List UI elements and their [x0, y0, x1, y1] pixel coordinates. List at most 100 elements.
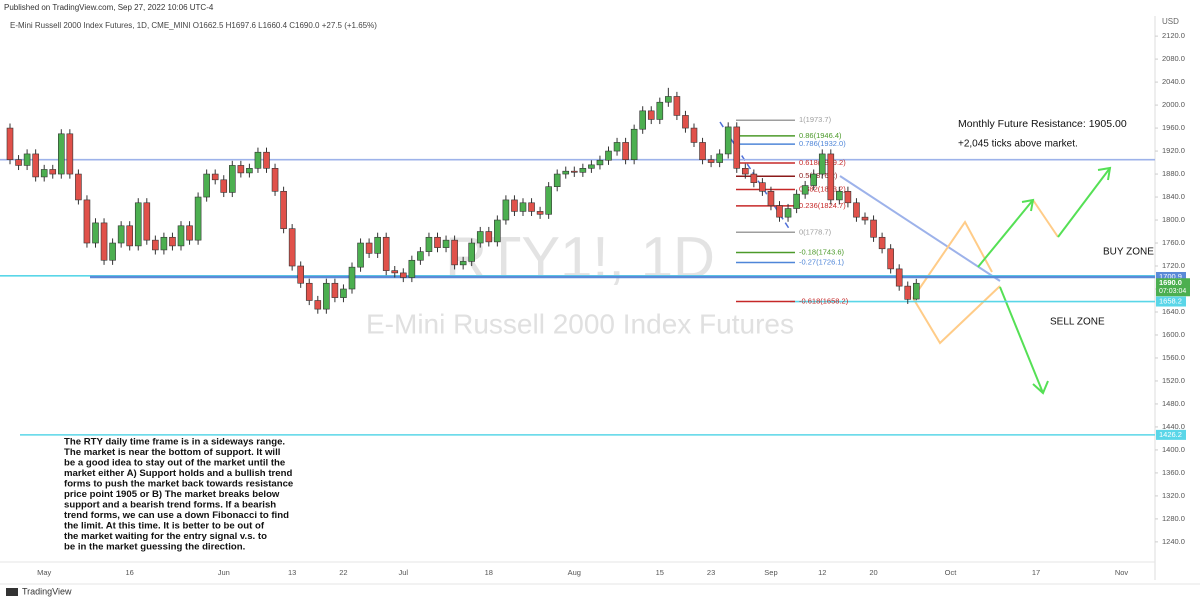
arrow-head	[1021, 198, 1035, 212]
candle-body	[408, 259, 416, 278]
candle-body	[186, 225, 193, 241]
candle-body	[588, 164, 595, 169]
candle-body	[741, 168, 749, 175]
candle-body	[707, 159, 715, 163]
candle-body	[776, 205, 783, 218]
candle-body	[254, 151, 262, 169]
level-tag	[1156, 429, 1186, 440]
y-tick-label: 1880.0	[1162, 169, 1185, 178]
arrow-head	[1032, 380, 1049, 395]
candle-body	[887, 248, 894, 270]
candle-body	[49, 169, 57, 175]
candle-body	[511, 199, 518, 212]
note-line: trend forms, we can use a down Fibonacci…	[64, 510, 289, 521]
candle-body	[801, 185, 809, 195]
candle-body	[767, 190, 775, 206]
candle-body	[605, 150, 612, 161]
fib-label: 1(1973.7)	[799, 115, 832, 124]
y-tick-label: 1720.0	[1162, 261, 1185, 270]
fib-label: -0.618(1658.2)	[799, 297, 849, 306]
candle-body	[784, 208, 792, 218]
y-tick-label: 1440.0	[1162, 422, 1185, 431]
fib-label: 0.786(1932.0)	[799, 139, 846, 148]
candle-body	[853, 202, 860, 218]
candle-body	[665, 96, 672, 103]
note-line: the market waiting for the entry signal …	[64, 531, 267, 542]
projection-green	[1057, 167, 1111, 238]
tv-logo-icon	[6, 588, 18, 596]
candle-body	[229, 165, 236, 193]
candle-body	[340, 288, 347, 298]
annotation: SELL ZONE	[1050, 317, 1105, 328]
candle-body	[323, 282, 330, 310]
note-line: support and a bearish trend forms. If a …	[64, 500, 276, 511]
candle-body	[160, 236, 168, 251]
candle-body	[810, 173, 818, 186]
candle-body	[912, 282, 920, 300]
candle-body	[100, 222, 108, 261]
candle-body	[134, 202, 142, 247]
candle-body	[536, 211, 544, 215]
level-tag	[1156, 271, 1186, 282]
candle-body	[15, 159, 22, 166]
candle-body	[348, 266, 356, 290]
candle-body	[656, 101, 664, 120]
level-tag-label: 1426.2	[1159, 430, 1182, 439]
x-tick-label: Jun	[218, 568, 230, 577]
note-line: be a good idea to stay out of the market…	[64, 458, 285, 469]
x-tick-label: May	[37, 568, 51, 577]
candle-body	[818, 153, 826, 175]
candle-body	[494, 219, 501, 243]
y-tick-label: 1240.0	[1162, 537, 1185, 546]
candle-body	[357, 242, 364, 268]
candle-body	[733, 126, 741, 169]
candle-body	[502, 199, 510, 221]
candle-body	[759, 182, 766, 192]
fib-label: 0.382(1853.2)	[799, 184, 846, 193]
candle-body	[305, 282, 313, 301]
candle-body	[476, 231, 484, 244]
x-tick-label: 22	[339, 568, 347, 577]
x-tick-label: Nov	[1115, 568, 1129, 577]
level-tag-label: 1700.9	[1159, 272, 1182, 281]
candle-body	[288, 228, 296, 267]
candle-body	[682, 115, 689, 129]
candle-body	[844, 190, 852, 204]
countdown: 07:03:04	[1159, 288, 1186, 295]
y-tick-label: 1760.0	[1162, 238, 1185, 247]
candle-body	[109, 242, 116, 261]
symbol-legend: E-Mini Russell 2000 Index Futures, 1D, C…	[10, 21, 377, 30]
y-tick-label: 2080.0	[1162, 54, 1185, 63]
candle-body	[827, 153, 835, 201]
candle-body	[83, 199, 91, 244]
published-line: Published on TradingView.com, Sep 27, 20…	[4, 3, 214, 12]
candle-body	[365, 242, 373, 254]
note-line: be in the market guessing the direction.	[64, 542, 245, 553]
candle-body	[699, 142, 706, 160]
annotation: BUY ZONE	[1103, 247, 1154, 258]
projection-orange	[912, 220, 993, 299]
y-tick-label: 1840.0	[1162, 192, 1185, 201]
candle-body	[92, 222, 99, 244]
candle-body	[904, 285, 912, 300]
candle-body	[639, 110, 647, 130]
note-line: market either A) Support holds and a bul…	[64, 468, 292, 479]
y-tick-label: 1360.0	[1162, 468, 1185, 477]
candle-body	[690, 127, 698, 143]
candle-body	[545, 186, 552, 215]
candles	[6, 87, 920, 314]
candle-body	[177, 225, 185, 247]
candle-body	[724, 126, 732, 155]
last-price-tag	[1156, 278, 1190, 297]
x-tick-label: Jul	[399, 568, 409, 577]
x-tick-label: 15	[656, 568, 664, 577]
candle-body	[647, 110, 655, 120]
annotation: Monthly Future Resistance: 1905.00	[958, 118, 1127, 130]
y-tick-label: 1920.0	[1162, 146, 1185, 155]
x-tick-label: 18	[485, 568, 493, 577]
candle-body	[331, 282, 339, 298]
x-tick-label: Oct	[945, 568, 958, 577]
candle-body	[271, 168, 279, 192]
level-tag-label: 1658.2	[1159, 297, 1182, 306]
